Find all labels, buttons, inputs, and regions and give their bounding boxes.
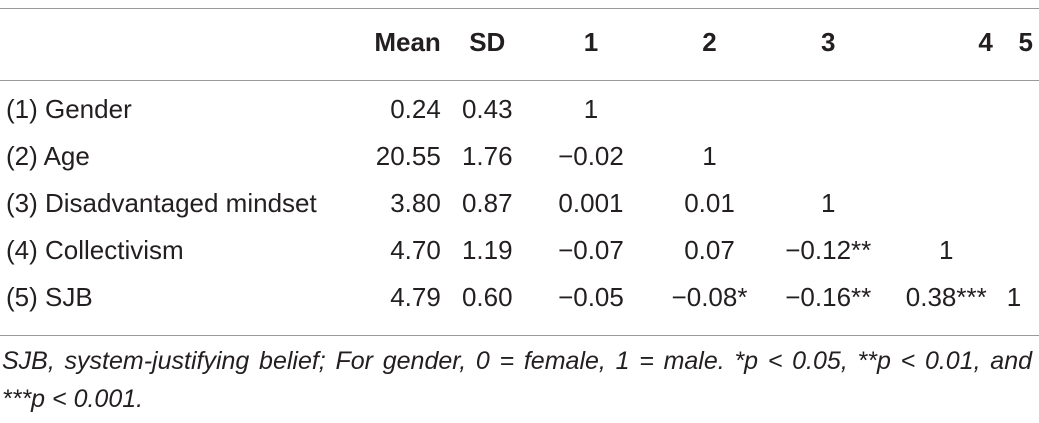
- cell-col-1: −0.05: [558, 282, 624, 312]
- header-col-2: 2: [702, 26, 717, 57]
- header-col-1: 1: [583, 26, 599, 57]
- cell-col-4: 1: [939, 235, 954, 265]
- header-col-3: 3: [821, 26, 836, 57]
- cell-col-2: 0.01: [684, 188, 735, 218]
- cell-col-5: [1007, 133, 1039, 180]
- header-col-4: 4: [978, 26, 993, 57]
- table-row: (1) Gender 0.24 0.43 1: [0, 68, 1039, 133]
- row-label: (1) Gender: [6, 94, 132, 124]
- cell-col-1: 1: [583, 94, 599, 124]
- cell-sd: 1.76: [461, 141, 513, 171]
- cell-col-3: 1: [821, 188, 836, 218]
- cell-col-3: [771, 68, 886, 133]
- cell-col-3: −0.12**: [785, 235, 872, 265]
- cell-mean: 4.79: [390, 282, 441, 312]
- cell-mean: 20.55: [375, 141, 441, 171]
- cell-col-4: [886, 133, 1007, 180]
- table-footnote: SJB, system-justifying belief; For gende…: [2, 347, 1032, 413]
- table-row: (4) Collectivism 4.70 1.19 −0.07 0.07 −0…: [0, 227, 1039, 274]
- header-sd: SD: [469, 26, 506, 57]
- cell-col-2: −0.08*: [671, 282, 748, 312]
- table-row: (5) SJB 4.79 0.60 −0.05 −0.08* −0.16** 0…: [0, 274, 1039, 321]
- cell-col-5: 1: [1006, 282, 1022, 312]
- cell-col-2: 1: [702, 141, 717, 171]
- cell-col-1: −0.07: [558, 235, 624, 265]
- row-label: (5) SJB: [6, 282, 93, 312]
- table-header-rule: [0, 80, 1039, 81]
- cell-col-4: [886, 180, 1007, 227]
- cell-col-4: [886, 68, 1007, 133]
- cell-col-1: −0.02: [558, 141, 624, 171]
- table-row: (3) Disadvantaged mindset 3.80 0.87 0.00…: [0, 180, 1039, 227]
- header-row: Mean SD 1 2 3 4 5: [0, 16, 1039, 68]
- cell-mean: 3.80: [390, 188, 441, 218]
- table-top-rule: [0, 8, 1039, 9]
- cell-col-3: −0.16**: [785, 282, 872, 312]
- cell-sd: 1.19: [461, 235, 513, 265]
- table-header: Mean SD 1 2 3 4 5: [0, 16, 1039, 68]
- table-body: (1) Gender 0.24 0.43 1 (2) Age 20.55 1.7…: [0, 68, 1039, 321]
- cell-sd: 0.87: [461, 188, 513, 218]
- cell-col-2: 0.07: [684, 235, 735, 265]
- cell-col-5: [1007, 180, 1039, 227]
- cell-col-1: 0.001: [558, 188, 624, 218]
- cell-col-5: [1007, 227, 1039, 274]
- row-label: (2) Age: [6, 141, 90, 171]
- cell-col-4: 0.38***: [905, 282, 987, 312]
- header-col-5: 5: [1018, 26, 1033, 57]
- correlation-table: Mean SD 1 2 3 4 5 (1) Gender 0.24 0.43 1…: [0, 16, 1039, 321]
- cell-sd: 0.43: [461, 94, 513, 124]
- row-label: (3) Disadvantaged mindset: [6, 188, 317, 218]
- cell-col-2: [648, 68, 771, 133]
- table-row: (2) Age 20.55 1.76 −0.02 1: [0, 133, 1039, 180]
- cell-mean: 4.70: [390, 235, 441, 265]
- header-label: [0, 16, 347, 68]
- table-bottom-rule: [0, 335, 1039, 336]
- cell-mean: 0.24: [390, 94, 441, 124]
- row-label: (4) Collectivism: [6, 235, 184, 265]
- cell-col-3: [771, 133, 886, 180]
- cell-sd: 0.60: [461, 282, 513, 312]
- header-mean: Mean: [374, 26, 441, 57]
- cell-col-5: [1007, 68, 1039, 133]
